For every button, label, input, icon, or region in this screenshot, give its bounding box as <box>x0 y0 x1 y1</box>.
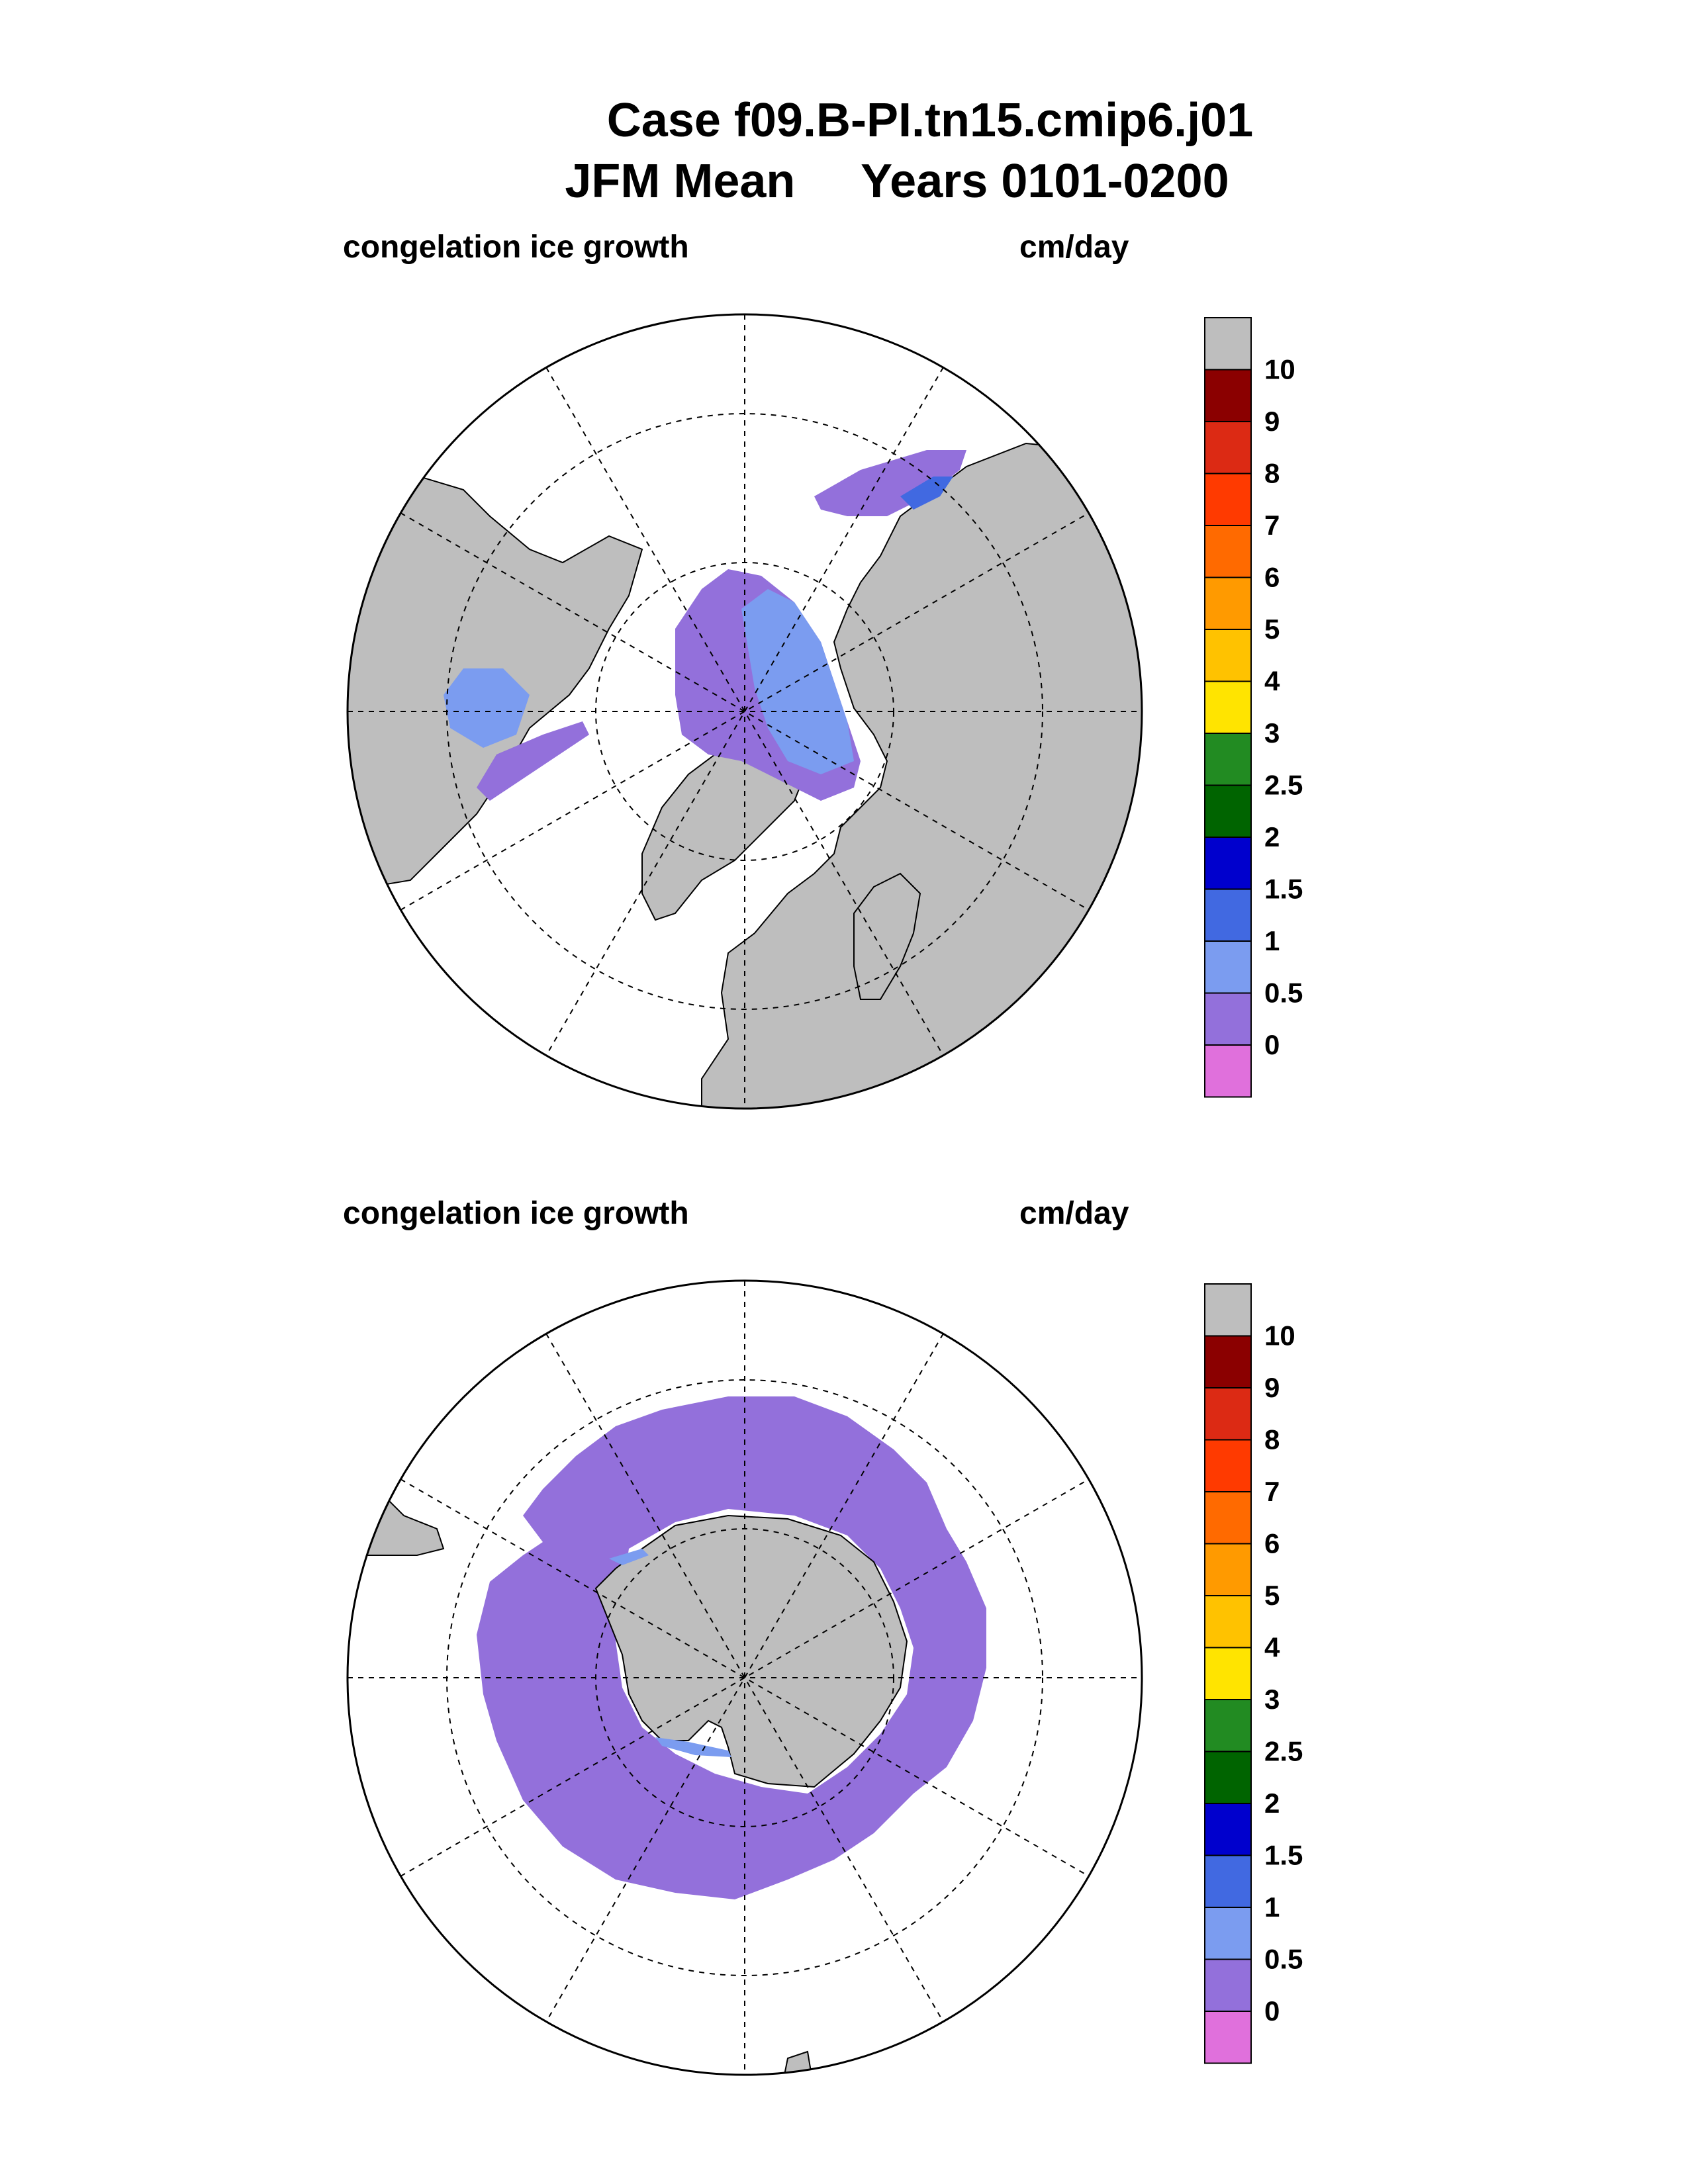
north-colorbar-swatch <box>1204 992 1252 1046</box>
south-colorbar-swatch <box>1204 1699 1252 1752</box>
north-colorbar-tick-label: 8 <box>1264 458 1280 489</box>
south-colorbar-swatch <box>1204 1439 1252 1492</box>
north-colorbar-tick-label: 1.5 <box>1264 874 1303 905</box>
north-colorbar-tick-label: 4 <box>1264 666 1280 697</box>
antarctica-land <box>594 1514 908 1788</box>
north-colorbar: 10 9 8 7 6 5 4 3 2.5 2 1.5 1 0.5 0 <box>1204 317 1303 1098</box>
north-colorbar-tick-label: 0.5 <box>1264 978 1303 1009</box>
south-colorbar-swatch <box>1204 1854 1252 1908</box>
south-colorbar-tick-label: 9 <box>1264 1372 1280 1403</box>
south-ice-ring <box>477 1396 986 1899</box>
south-colorbar-tick-label: 1.5 <box>1264 1840 1303 1871</box>
north-colorbar-swatch <box>1204 421 1252 475</box>
north-colorbar-tick-label: 7 <box>1264 510 1280 541</box>
south-colorbar-tick-label: 7 <box>1264 1476 1280 1507</box>
south-colorbar-tick-label: 0 <box>1264 1995 1280 2026</box>
north-ice-labrador <box>477 721 589 801</box>
south-colorbar-tick-label: 10 <box>1264 1320 1295 1351</box>
north-colorbar-swatch <box>1204 940 1252 994</box>
north-colorbar-swatch <box>1204 1044 1252 1098</box>
south-colorbar-tick-label: 1 <box>1264 1891 1280 1923</box>
north-panel: congelation ice growth cm/day <box>0 218 1688 1145</box>
south-colorbar-swatch <box>1204 1335 1252 1388</box>
north-colorbar-tick-label: 9 <box>1264 406 1280 437</box>
scandinavia-land <box>853 872 921 1000</box>
north-variable-label: congelation ice growth <box>343 230 689 265</box>
north-colorbar-swatch <box>1204 680 1252 734</box>
north-colorbar-swatch <box>1204 473 1252 526</box>
south-colorbar-swatch <box>1204 1751 1252 1804</box>
south-colorbar: 10 9 8 7 6 5 4 3 2.5 2 1.5 1 0.5 0 <box>1204 1283 1303 2064</box>
south-graticule <box>348 1281 1142 2075</box>
south-polar-map <box>346 1279 1143 2076</box>
south-colorbar-tick-label: 6 <box>1264 1528 1280 1559</box>
south-colorbar-tick-label: 5 <box>1264 1580 1280 1611</box>
south-colorbar-swatch <box>1204 1387 1252 1441</box>
plot-title-line1: Case f09.B-PI.tn15.cmip6.j01 <box>606 94 1254 147</box>
north-map-border <box>346 313 1143 1110</box>
north-colorbar-swatch <box>1204 576 1252 630</box>
south-map-border <box>346 1279 1143 2076</box>
north-colorbar-swatch <box>1204 784 1252 838</box>
south-colorbar-tick-label: 0.5 <box>1264 1944 1303 1975</box>
south-colorbar-tick-label: 2 <box>1264 1788 1280 1819</box>
north-ice-hudson-bay <box>444 668 530 748</box>
south-colorbar-swatch <box>1204 1283 1252 1337</box>
south-colorbar-swatch <box>1204 1958 1252 2012</box>
north-colorbar-swatch <box>1204 369 1252 422</box>
north-colorbar-tick-label: 0 <box>1264 1029 1280 1060</box>
south-units-label: cm/day <box>1019 1196 1129 1231</box>
south-colorbar-swatch <box>1204 2011 1252 2064</box>
north-colorbar-tick-label: 6 <box>1264 562 1280 593</box>
south-colorbar-swatch <box>1204 1803 1252 1856</box>
north-colorbar-swatch <box>1204 733 1252 786</box>
south-colorbar-tick-label: 2.5 <box>1264 1736 1303 1767</box>
south-ice-weddell-edge <box>655 1737 731 1757</box>
north-colorbar-swatch <box>1204 837 1252 890</box>
south-variable-label: congelation ice growth <box>343 1196 689 1231</box>
south-colorbar-swatch <box>1204 1491 1252 1545</box>
south-colorbar-tick-label: 3 <box>1264 1684 1280 1715</box>
plot-title-line2: JFM Mean Years 0101-0200 <box>565 155 1229 208</box>
north-colorbar-tick-label: 10 <box>1264 354 1295 385</box>
north-colorbar-tick-label: 1 <box>1264 925 1280 956</box>
north-colorbar-tick-label: 2 <box>1264 821 1280 852</box>
north-colorbar-tick-label: 2.5 <box>1264 770 1303 801</box>
north-polar-map <box>346 313 1143 1110</box>
north-units-label: cm/day <box>1019 230 1129 265</box>
north-colorbar-tick-label: 5 <box>1264 614 1280 645</box>
north-colorbar-swatch <box>1204 629 1252 682</box>
north-graticule <box>348 314 1142 1109</box>
south-ice-peninsula-edge <box>609 1549 649 1565</box>
south-colorbar-swatch <box>1204 1647 1252 1700</box>
north-ice-bering <box>814 450 966 516</box>
north-colorbar-tick-label: 3 <box>1264 717 1280 749</box>
south-panel: congelation ice growth cm/day <box>0 1185 1688 2111</box>
south-colorbar-tick-label: 4 <box>1264 1632 1280 1663</box>
north-colorbar-swatch <box>1204 525 1252 578</box>
south-colorbar-swatch <box>1204 1907 1252 1960</box>
south-colorbar-swatch <box>1204 1543 1252 1596</box>
north-colorbar-swatch <box>1204 888 1252 942</box>
north-colorbar-swatch <box>1204 317 1252 371</box>
north-ice-bering-blue <box>900 477 953 510</box>
south-colorbar-tick-label: 8 <box>1264 1424 1280 1455</box>
south-colorbar-swatch <box>1204 1595 1252 1649</box>
